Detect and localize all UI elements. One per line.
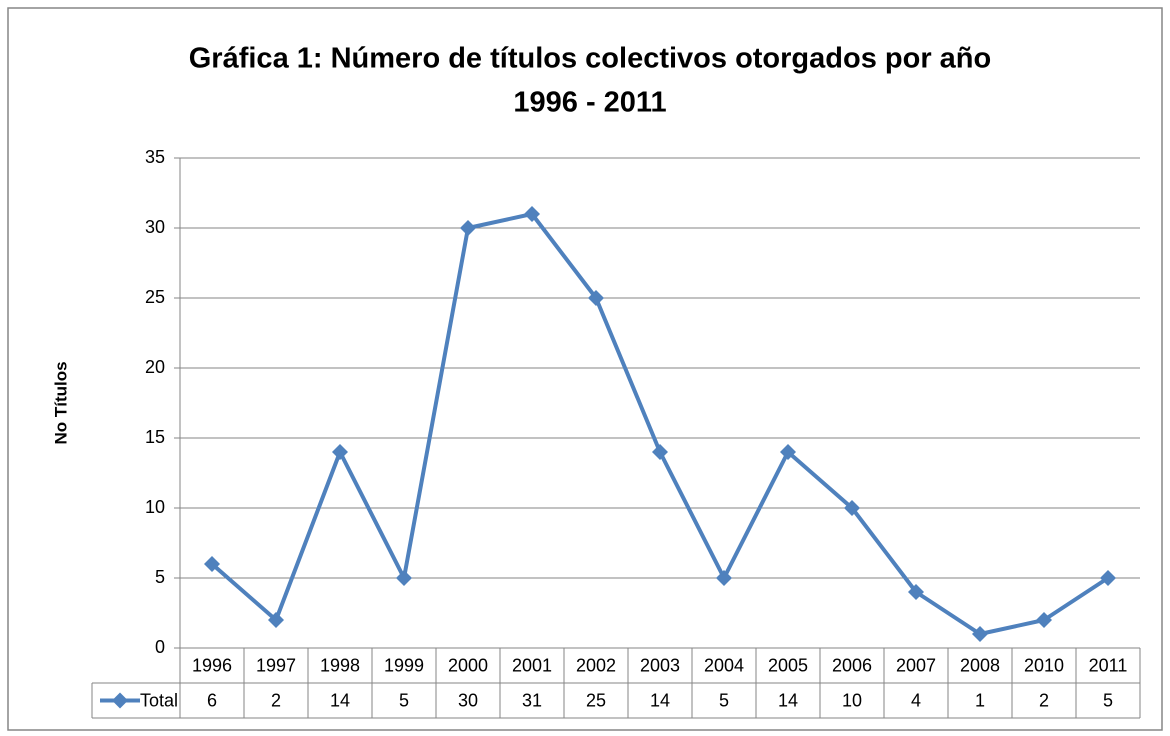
x-tick-label: 2003 <box>640 655 680 675</box>
marker <box>908 584 924 600</box>
table-value: 5 <box>719 690 729 710</box>
table-value: 14 <box>778 690 798 710</box>
x-tick-label: 1998 <box>320 655 360 675</box>
table-value: 31 <box>522 690 542 710</box>
legend-label: Total <box>140 690 178 710</box>
table-value: 1 <box>975 690 985 710</box>
y-tick-label: 10 <box>145 497 165 517</box>
marker <box>1100 570 1116 586</box>
y-tick-label: 35 <box>145 147 165 167</box>
y-tick-label: 25 <box>145 287 165 307</box>
marker <box>204 556 220 572</box>
y-tick-label: 0 <box>155 637 165 657</box>
chart-frame <box>7 7 1163 731</box>
table-value: 5 <box>1103 690 1113 710</box>
x-tick-label: 2006 <box>832 655 872 675</box>
table-value: 14 <box>330 690 350 710</box>
marker <box>1036 612 1052 628</box>
x-tick-label: 2010 <box>1024 655 1064 675</box>
marker <box>524 206 540 222</box>
marker <box>332 444 348 460</box>
table-value: 25 <box>586 690 606 710</box>
table-value: 10 <box>842 690 862 710</box>
marker <box>780 444 796 460</box>
x-tick-label: 2007 <box>896 655 936 675</box>
table-value: 4 <box>911 690 921 710</box>
x-tick-label: 2011 <box>1089 655 1128 675</box>
marker <box>460 220 476 236</box>
y-tick-label: 5 <box>155 567 165 587</box>
table-value: 2 <box>271 690 281 710</box>
x-tick-label: 2000 <box>448 655 488 675</box>
marker <box>588 290 604 306</box>
legend-marker <box>112 692 128 709</box>
y-tick-label: 20 <box>145 357 165 377</box>
table-value: 2 <box>1039 690 1049 710</box>
y-axis-label: No Títulos <box>51 361 70 444</box>
marker <box>716 570 732 586</box>
x-tick-label: 1999 <box>384 655 424 675</box>
y-tick-label: 30 <box>145 217 165 237</box>
x-tick-label: 1996 <box>192 655 232 675</box>
y-tick-label: 15 <box>145 427 165 447</box>
table-value: 14 <box>650 690 670 710</box>
table-value: 6 <box>207 690 217 710</box>
x-tick-label: 2001 <box>512 655 552 675</box>
table-value: 30 <box>458 690 478 710</box>
x-tick-label: 2005 <box>768 655 808 675</box>
marker <box>268 612 284 628</box>
x-tick-label: 1997 <box>256 655 296 675</box>
x-tick-label: 2002 <box>576 655 616 675</box>
marker <box>844 500 860 516</box>
x-tick-label: 2008 <box>960 655 1000 675</box>
table-value: 5 <box>399 690 409 710</box>
marker <box>652 444 668 460</box>
chart-title: Gráfica 1: Número de títulos colectivos … <box>189 43 991 75</box>
x-tick-label: 2004 <box>704 655 744 675</box>
marker <box>972 626 988 642</box>
chart-subtitle: 1996 - 2011 <box>513 87 666 119</box>
marker <box>396 570 412 586</box>
